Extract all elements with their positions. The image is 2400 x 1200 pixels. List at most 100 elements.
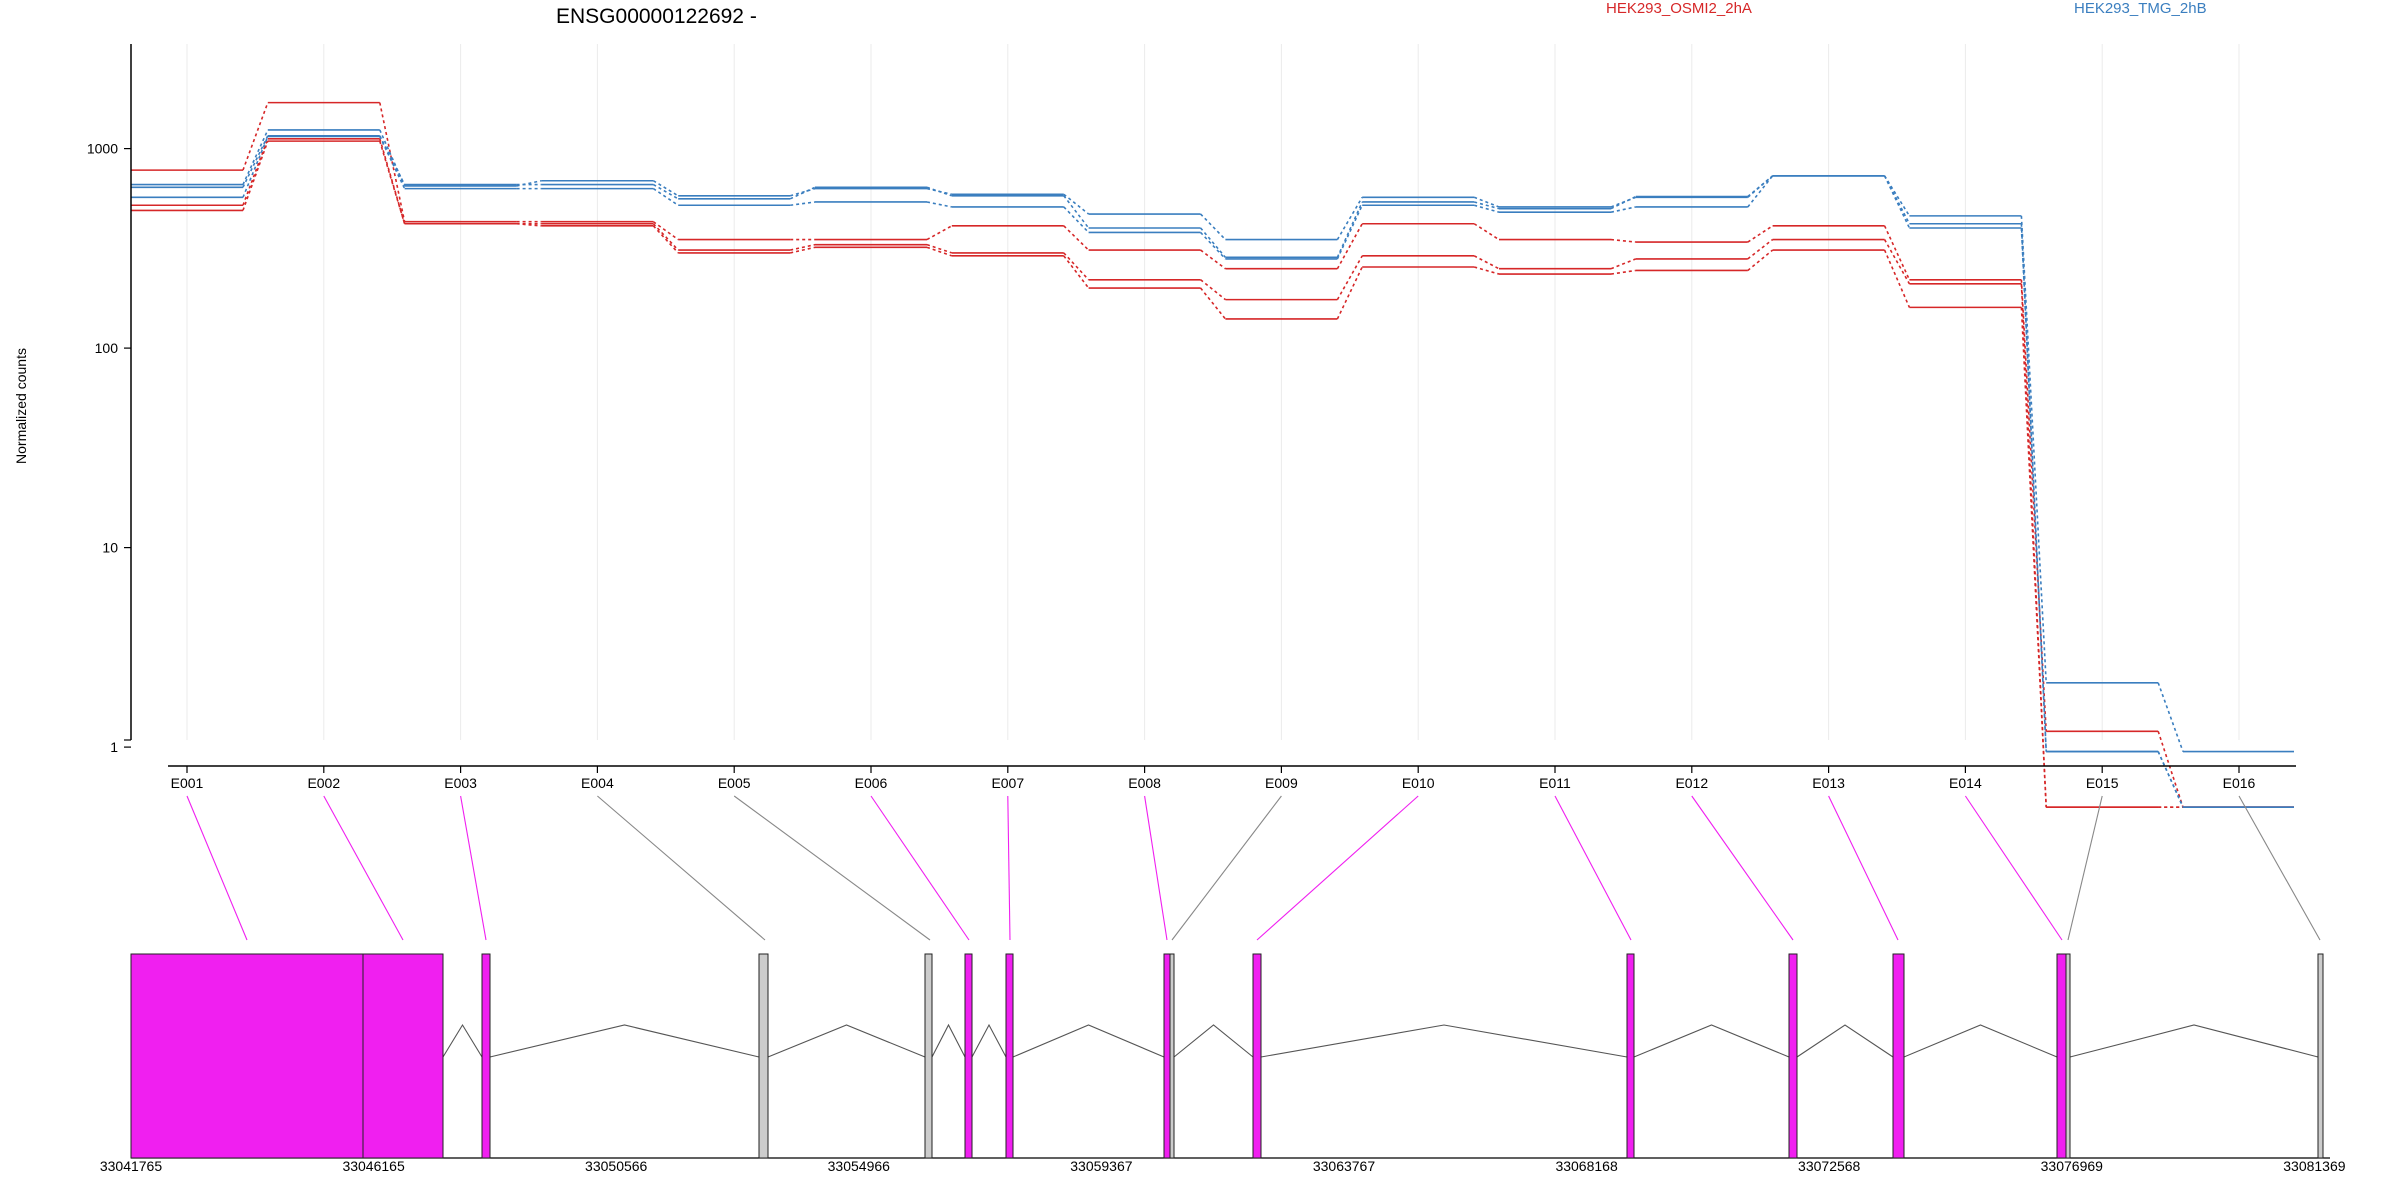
x-tick-label: E013 (1812, 775, 1845, 791)
series-connector (1336, 223, 1363, 270)
series-connector (1610, 258, 1637, 270)
series-connector (1200, 249, 1226, 270)
series-connector (652, 180, 679, 197)
intron-line (971, 1023, 1007, 1058)
exon-block (1252, 953, 1262, 1159)
exon-connector (1691, 795, 1794, 941)
position-label: 33081369 (2283, 1158, 2346, 1174)
intron-line (489, 1024, 760, 1058)
y-tick-label: 100 (95, 340, 119, 356)
exon-block (1892, 953, 1905, 1159)
y-tick-label: 10 (102, 540, 118, 556)
x-tick-label: E008 (1128, 775, 1161, 791)
exon-connector (1007, 795, 1011, 941)
series-connector (926, 243, 953, 254)
exon-connector (186, 795, 248, 941)
exon-block (758, 953, 769, 1159)
series-connector (1200, 231, 1226, 260)
exon-connector (1171, 795, 1282, 941)
series-connector (1747, 175, 1774, 198)
series-connector (1747, 249, 1774, 272)
x-tick-label: E006 (855, 775, 888, 791)
series-connector (1200, 279, 1226, 301)
position-label: 33050566 (585, 1158, 648, 1174)
position-label: 33063767 (1313, 1158, 1376, 1174)
intron-line (931, 1023, 966, 1058)
series-connector (1883, 225, 1911, 281)
exon-connector (1964, 795, 2063, 941)
axes (130, 44, 2296, 767)
series-connector (1610, 238, 1636, 243)
series-connector (1336, 201, 1363, 258)
legend-item-tmg: HEK293_TMG_2hB (2074, 0, 2207, 17)
position-label: 33072568 (1798, 1158, 1861, 1174)
series-connector (242, 136, 269, 198)
series-connector (1610, 206, 1636, 213)
intron-line (1012, 1024, 1165, 1058)
series-connector (2157, 731, 2184, 808)
exon-block (1788, 953, 1798, 1159)
exon-connectors (186, 795, 2321, 941)
exon-connector (1256, 795, 1419, 941)
x-tick-label: E005 (718, 775, 751, 791)
exon-block (2056, 953, 2067, 1159)
series-connector (2157, 682, 2184, 752)
series-connector (379, 140, 406, 224)
position-label: 33041765 (100, 1158, 163, 1174)
series-connector (1063, 252, 1090, 281)
intron-line (1173, 1024, 1254, 1058)
exon-connector (1144, 795, 1168, 941)
x-tick-label: E016 (2223, 775, 2256, 791)
position-label: 33076969 (2041, 1158, 2104, 1174)
exon-connector (2067, 795, 2103, 941)
genomic-position-labels: 33041765 33046165 33050566 33054966 33059367… (100, 1158, 2346, 1174)
series-connector (926, 186, 953, 197)
x-tick-label: E009 (1265, 775, 1298, 791)
series-connector (652, 223, 679, 251)
x-tick-label: E015 (2086, 775, 2119, 791)
series-connector (926, 225, 953, 241)
exon-connector (870, 795, 970, 941)
intron-line (767, 1024, 926, 1058)
series-connector (1747, 238, 1774, 260)
exon-block (1169, 953, 1175, 1159)
x-tick-label: E011 (1539, 775, 1571, 791)
series-lines (131, 101, 2294, 808)
x-tick-label: E010 (1402, 775, 1435, 791)
exon-connector (460, 795, 487, 941)
legend-item-osmi: HEK293_OSMI2_2hA (1606, 0, 1752, 17)
series-connector (1883, 239, 1911, 285)
series-connector (1473, 255, 1500, 270)
series-connector (242, 102, 269, 171)
position-label: 33059367 (1070, 1158, 1133, 1174)
x-tick-label: E002 (307, 775, 340, 791)
series-connector (516, 179, 542, 187)
series-connector (1747, 225, 1774, 243)
exon-block (1005, 953, 1014, 1159)
intron-line (1903, 1024, 2058, 1058)
series-connector (1473, 204, 1500, 213)
series-connector (653, 183, 679, 200)
series-connector (242, 138, 269, 206)
exon-block (130, 953, 364, 1159)
series-connector (379, 102, 406, 222)
series-connector (1063, 195, 1090, 229)
x-ticks: E001 E002 E003 E004 E005 E006 E007 E008 E009 E010… (171, 766, 2256, 791)
exon-block (2317, 953, 2324, 1159)
series-connector (1199, 227, 1227, 258)
series-connector (926, 246, 953, 257)
exon-block (964, 953, 973, 1159)
series-connector (1473, 223, 1500, 241)
series-connector (1473, 201, 1500, 210)
intron-line (1260, 1024, 1628, 1058)
series-connector (652, 221, 679, 241)
series-connector (516, 222, 542, 227)
series-connector (2157, 751, 2184, 808)
intron-line (1796, 1024, 1894, 1058)
x-tick-label: E007 (991, 775, 1024, 791)
x-tick-label: E001 (171, 775, 204, 791)
exon-block (2065, 953, 2071, 1159)
position-label: 33054966 (828, 1158, 891, 1174)
y-tick-label: 1 (110, 739, 118, 755)
